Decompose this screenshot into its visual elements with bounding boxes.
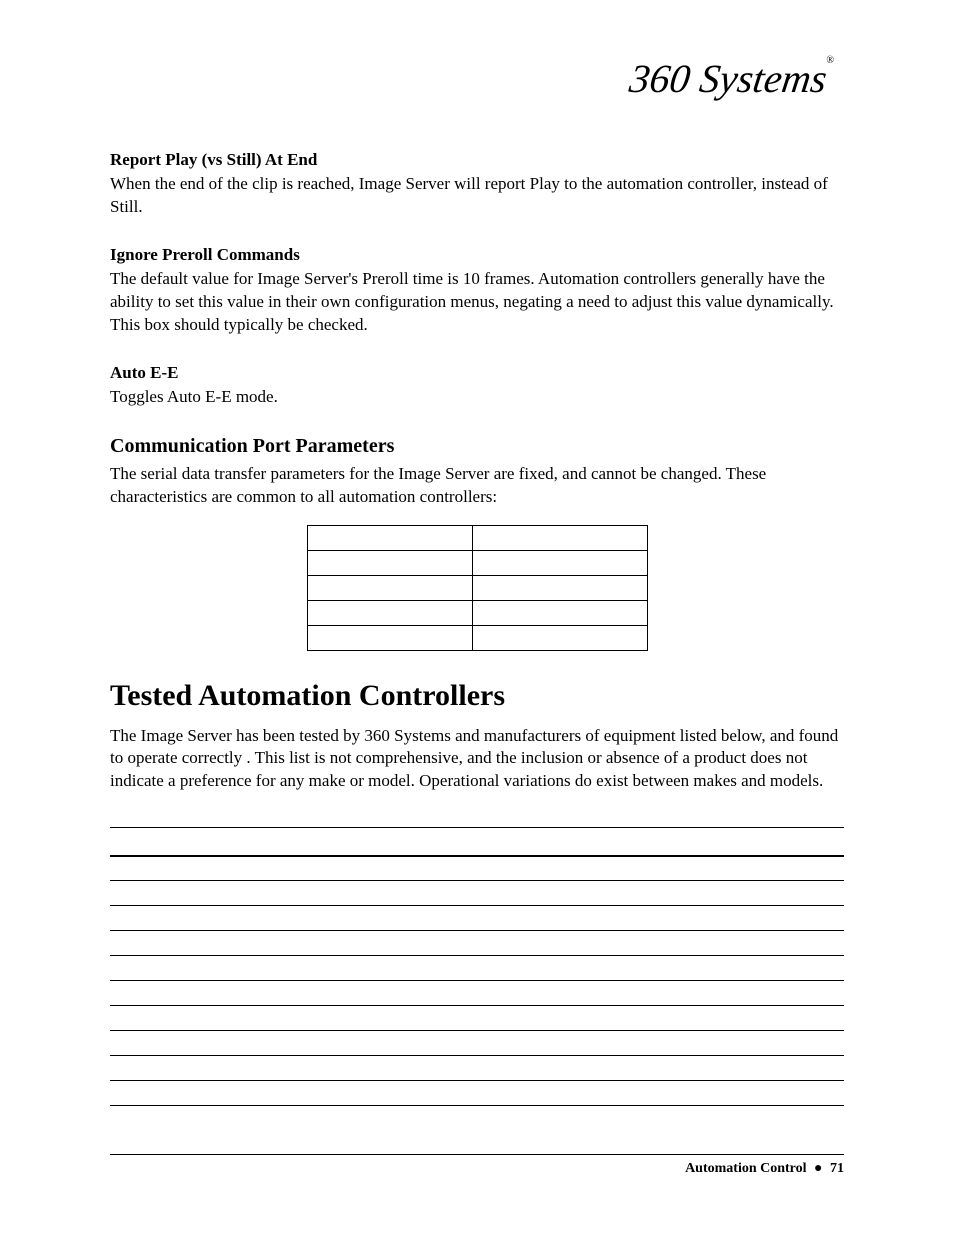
table-cell	[472, 525, 647, 550]
table-cell	[460, 956, 560, 981]
table-header-cell	[110, 828, 290, 856]
table-cell	[110, 856, 290, 881]
section-auto-ee: Auto E-E Toggles Auto E-E mode.	[110, 363, 844, 409]
table-row	[307, 525, 647, 550]
table-cell	[110, 956, 290, 981]
table-row	[110, 881, 844, 906]
table-cell	[307, 550, 472, 575]
table-row	[307, 625, 647, 650]
table-row	[110, 1081, 844, 1106]
footer-bullet-icon: ●	[810, 1161, 826, 1176]
table-cell	[290, 906, 460, 931]
table-cell	[290, 881, 460, 906]
table-cell	[110, 931, 290, 956]
table-header-row	[110, 828, 844, 856]
table-cell	[560, 931, 844, 956]
subsection-body: The serial data transfer parameters for …	[110, 463, 844, 509]
section-heading: Auto E-E	[110, 363, 844, 383]
brand-logo: 360 Systems®	[110, 55, 844, 102]
section-ignore-preroll: Ignore Preroll Commands The default valu…	[110, 245, 844, 337]
table-cell	[290, 1031, 460, 1056]
table-cell	[460, 981, 560, 1006]
table-cell	[460, 1081, 560, 1106]
table-cell	[290, 981, 460, 1006]
footer-section-name: Automation Control	[685, 1161, 806, 1176]
table-row	[307, 550, 647, 575]
table-cell	[460, 906, 560, 931]
table-header-cell	[460, 828, 560, 856]
table-row	[110, 856, 844, 881]
section-heading: Report Play (vs Still) At End	[110, 150, 844, 170]
table-cell	[472, 600, 647, 625]
table-cell	[560, 1081, 844, 1106]
main-heading: Tested Automation Controllers	[110, 679, 844, 713]
table-row	[307, 575, 647, 600]
table-row	[110, 906, 844, 931]
table-header-cell	[560, 828, 844, 856]
section-body: Toggles Auto E-E mode.	[110, 386, 844, 409]
section-report-play: Report Play (vs Still) At End When the e…	[110, 150, 844, 219]
table-cell	[460, 856, 560, 881]
section-body: When the end of the clip is reached, Ima…	[110, 173, 844, 219]
parameters-table	[307, 525, 648, 651]
table-row	[110, 1031, 844, 1056]
table-cell	[110, 1006, 290, 1031]
page-footer: Automation Control ● 71	[110, 1154, 844, 1177]
table-row	[110, 1056, 844, 1081]
table-cell	[472, 575, 647, 600]
table-cell	[560, 856, 844, 881]
table-cell	[110, 1081, 290, 1106]
table-row	[110, 981, 844, 1006]
table-cell	[560, 1031, 844, 1056]
logo-text: 360 Systems	[626, 55, 829, 102]
table-row	[307, 600, 647, 625]
table-cell	[110, 906, 290, 931]
table-cell	[472, 625, 647, 650]
table-cell	[460, 1006, 560, 1031]
table-cell	[460, 881, 560, 906]
table-cell	[560, 906, 844, 931]
table-row	[110, 956, 844, 981]
table-cell	[560, 1056, 844, 1081]
subsection-heading: Communication Port Parameters	[110, 435, 844, 458]
table-cell	[110, 1056, 290, 1081]
table-cell	[290, 1006, 460, 1031]
table-cell	[472, 550, 647, 575]
table-cell	[560, 981, 844, 1006]
table-cell	[560, 1006, 844, 1031]
table-cell	[110, 981, 290, 1006]
table-header-cell	[290, 828, 460, 856]
section-body: The default value for Image Server's Pre…	[110, 268, 844, 337]
table-cell	[110, 1031, 290, 1056]
table-cell	[307, 525, 472, 550]
table-cell	[307, 625, 472, 650]
table-cell	[290, 1081, 460, 1106]
main-body: The Image Server has been tested by 360 …	[110, 725, 844, 794]
table-cell	[290, 931, 460, 956]
section-heading: Ignore Preroll Commands	[110, 245, 844, 265]
table-cell	[560, 881, 844, 906]
table-cell	[307, 600, 472, 625]
table-cell	[307, 575, 472, 600]
table-cell	[290, 1056, 460, 1081]
table-cell	[460, 1056, 560, 1081]
table-cell	[110, 881, 290, 906]
table-cell	[560, 956, 844, 981]
table-cell	[460, 931, 560, 956]
footer-page-number: 71	[830, 1161, 844, 1176]
table-cell	[290, 856, 460, 881]
table-row	[110, 931, 844, 956]
table-cell	[460, 1031, 560, 1056]
controllers-table	[110, 827, 844, 1106]
subsection-comm-params: Communication Port Parameters The serial…	[110, 435, 844, 509]
table-cell	[290, 956, 460, 981]
table-row	[110, 1006, 844, 1031]
